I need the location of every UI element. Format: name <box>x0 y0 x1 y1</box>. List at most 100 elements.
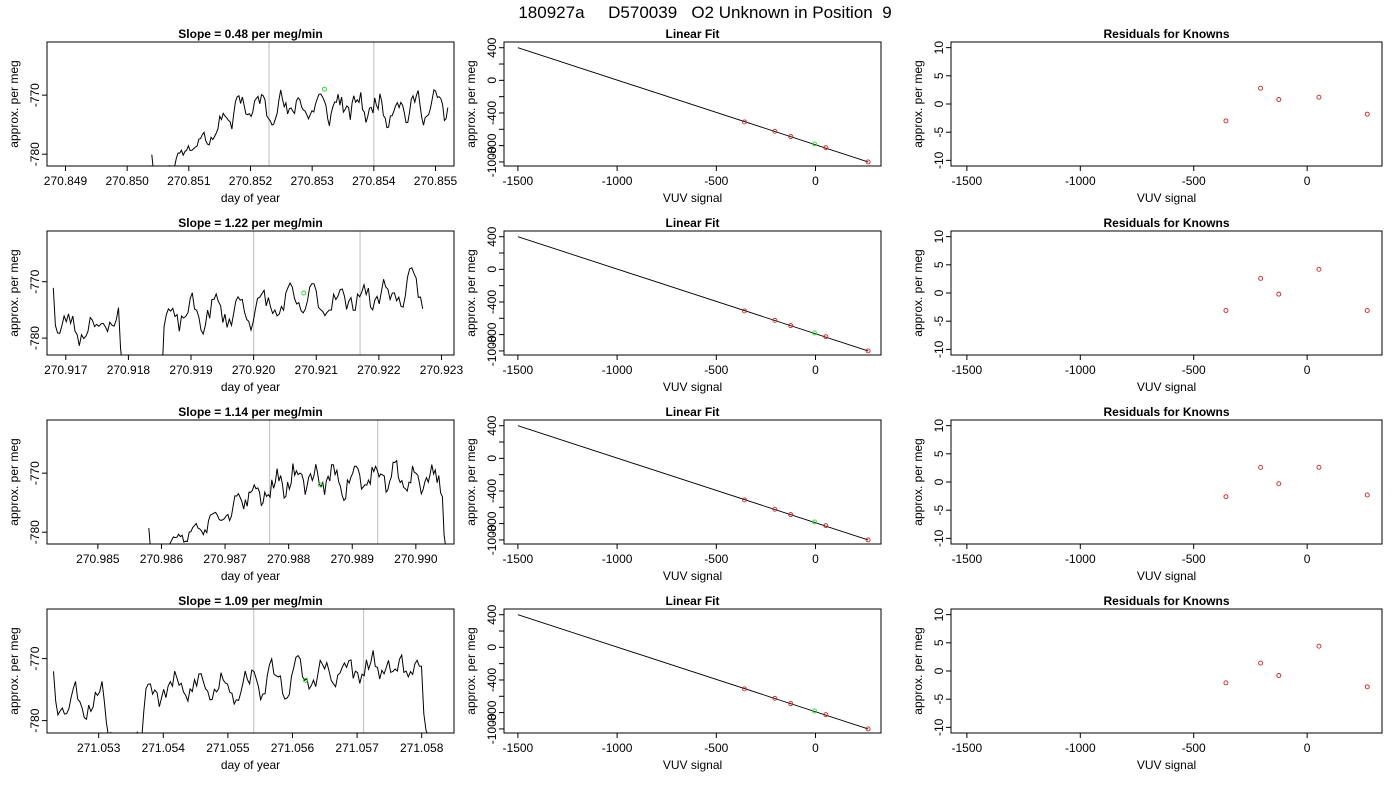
unknown-marker <box>322 86 327 92</box>
y-tick-label: -10 <box>932 718 946 736</box>
unknown-marker <box>318 482 323 488</box>
x-axis-label: VUV signal <box>663 380 722 394</box>
x-tick-label: -1000 <box>602 363 633 377</box>
panel-r3-c2: Linear Fit-1500 -1000 -500 0-1000-800-40004… <box>464 405 882 583</box>
plot-frame <box>46 230 455 356</box>
x-tick-label: 271.058 <box>400 741 444 755</box>
x-tick-label: -1000 <box>602 174 633 188</box>
x-tick-label: 270.918 <box>107 363 151 377</box>
y-tick-label: -1000 <box>485 146 499 177</box>
data-layer <box>517 614 871 732</box>
data-point <box>1258 464 1264 470</box>
data-layer <box>52 231 424 355</box>
data-point <box>788 512 794 518</box>
panel-title: Slope = 1.14 per meg/min <box>178 405 322 419</box>
panel-title: Residuals for Knowns <box>1103 27 1229 41</box>
x-tick-label: 0 <box>812 363 819 377</box>
y-axis-label: approx. per meg <box>7 60 21 147</box>
panel-title: Linear Fit <box>665 216 719 230</box>
y-tick-label: 0 <box>485 266 499 273</box>
y-axis-label: approx. per meg <box>464 249 478 336</box>
panel-title: Linear Fit <box>665 405 719 419</box>
panel-title: Residuals for Knowns <box>1103 594 1229 608</box>
plot-frame <box>46 419 455 545</box>
data-layer <box>517 425 871 543</box>
data-point <box>865 159 871 165</box>
x-tick-label: 270.987 <box>203 552 247 566</box>
y-axis-label: approx. per meg <box>464 438 478 525</box>
unknown-marker <box>812 519 817 525</box>
y-tick-label: -1000 <box>485 335 499 366</box>
x-axis-label: VUV signal <box>1137 758 1196 772</box>
x-axis-label: VUV signal <box>1137 380 1196 394</box>
data-point <box>1223 308 1229 313</box>
y-tick-label: 5 <box>932 261 946 268</box>
x-tick-label: 270.855 <box>414 174 458 188</box>
data-point <box>1276 291 1282 297</box>
data-point <box>823 145 829 151</box>
x-tick-label: 270.919 <box>169 363 213 377</box>
panel-r1-c2: Linear Fit-1500 -1000 -500 0-1000-800-40004… <box>464 27 882 205</box>
x-tick-label: -500 <box>1182 741 1206 755</box>
x-tick-label: 270.853 <box>290 174 334 188</box>
panel-r2-c2: Linear Fit-1500 -1000 -500 0-1000-800-40004… <box>464 216 882 394</box>
x-tick-label: 270.921 <box>295 363 339 377</box>
y-tick-label: -780 <box>28 142 42 166</box>
y-tick-label: -770 <box>28 83 42 107</box>
x-tick-label: 270.920 <box>232 363 276 377</box>
x-tick-label: -1000 <box>1065 552 1096 566</box>
data-point <box>823 334 829 340</box>
y-tick-label: -10 <box>932 151 946 169</box>
x-tick-label: 270.852 <box>229 174 273 188</box>
y-tick-label: -1000 <box>485 524 499 555</box>
panel-title: Linear Fit <box>665 594 719 608</box>
panel-r1-c3: Residuals for Knowns -1500 -1000 -500 0 -10 -5… <box>911 27 1383 205</box>
data-point <box>788 323 794 329</box>
x-tick-label: 271.057 <box>335 741 379 755</box>
data-layer <box>517 47 871 165</box>
data-point <box>772 317 778 323</box>
data-point <box>865 537 871 543</box>
y-tick-label: -400 <box>485 479 499 503</box>
panel-r3-c1: Slope = 1.14 per meg/min 270.985 270.986 27… <box>7 405 455 583</box>
data-point <box>1258 85 1264 91</box>
x-tick-label: 270.917 <box>44 363 88 377</box>
x-axis-label: day of year <box>221 758 280 772</box>
fit-line <box>517 425 869 541</box>
unknown-marker <box>301 290 307 296</box>
y-tick-label: 5 <box>932 72 946 79</box>
y-tick-label: 400 <box>485 415 499 435</box>
x-tick-label: -1500 <box>952 174 983 188</box>
y-axis-label: approx. per meg <box>464 627 478 714</box>
data-trace <box>53 650 428 733</box>
y-axis-label: approx. per meg <box>464 60 478 147</box>
y-axis-label: approx. per meg <box>7 438 21 525</box>
y-tick-label: -780 <box>28 326 42 350</box>
x-tick-label: -1500 <box>952 552 983 566</box>
data-layer <box>517 236 871 354</box>
x-axis-label: VUV signal <box>663 569 722 583</box>
data-layer <box>1223 464 1370 500</box>
y-tick-label: -5 <box>932 505 946 516</box>
plot-frame <box>503 608 882 734</box>
x-tick-label: 270.986 <box>140 552 184 566</box>
x-tick-label: 271.054 <box>142 741 186 755</box>
data-layer <box>151 42 449 166</box>
y-tick-label: -10 <box>932 529 946 547</box>
y-tick-label: -400 <box>485 101 499 125</box>
y-tick-label: -800 <box>485 511 499 535</box>
x-tick-label: -1500 <box>503 174 534 188</box>
panel-r4-c2: Linear Fit-1500 -1000 -500 0-1000-800-40004… <box>464 594 882 772</box>
panel-r1-c1: Slope = 0.48 per meg/min 270.849 270.850 27… <box>7 27 458 205</box>
data-trace <box>151 89 449 166</box>
data-point <box>1364 684 1370 690</box>
y-tick-label: -400 <box>485 668 499 692</box>
plot-frame <box>950 230 1383 356</box>
x-axis-label: day of year <box>221 380 280 394</box>
y-tick-label: 0 <box>932 100 946 107</box>
data-point <box>865 726 871 732</box>
data-point <box>1223 494 1229 500</box>
x-tick-label: -500 <box>704 174 728 188</box>
y-axis-label: approx. per meg <box>911 249 925 336</box>
